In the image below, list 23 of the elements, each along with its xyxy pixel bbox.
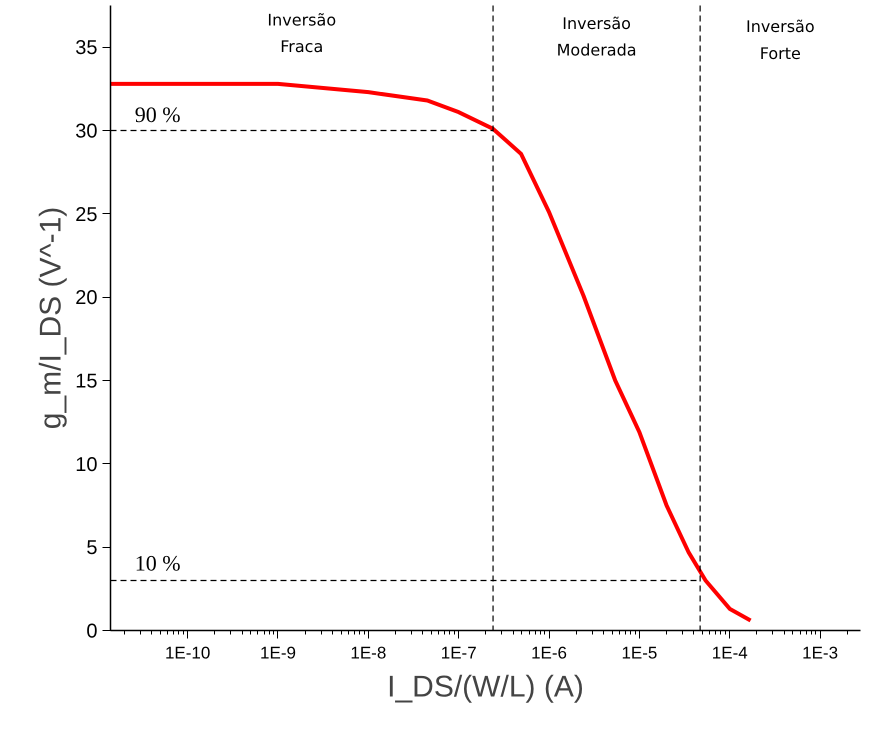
annotation: 10 % xyxy=(134,550,181,576)
x-tick-label: 1E-9 xyxy=(260,644,296,662)
x-tick-label: 1E-6 xyxy=(531,644,568,662)
x-tick-label: 1E-5 xyxy=(621,644,658,662)
y-tick-label: 15 xyxy=(75,370,98,392)
x-axis-title: I_DS/(W/L) (A) xyxy=(387,670,584,704)
y-tick-label: 25 xyxy=(75,204,98,226)
y-tick-label: 5 xyxy=(86,537,98,560)
annotation: Inversão Fraca xyxy=(267,10,336,56)
x-tick-label: 1E-8 xyxy=(350,644,386,662)
x-tick-label: 1E-10 xyxy=(164,644,210,662)
y-axis-title: g_m/I_DS (V^-1) xyxy=(34,206,68,430)
annotation: 90 % xyxy=(134,102,181,128)
y-tick-label: 30 xyxy=(75,120,98,142)
y-tick-label: 0 xyxy=(86,620,98,642)
x-tick-label: 1E-4 xyxy=(712,644,748,662)
y-tick-label: 20 xyxy=(75,287,98,310)
y-tick-label: 35 xyxy=(75,37,98,60)
x-tick-label: 1E-7 xyxy=(440,644,477,662)
annotation: Inversão Forte xyxy=(746,17,815,63)
annotation: Inversão Moderada xyxy=(556,14,637,60)
y-tick-label: 10 xyxy=(75,454,98,476)
x-tick-label: 1E-3 xyxy=(802,644,838,662)
